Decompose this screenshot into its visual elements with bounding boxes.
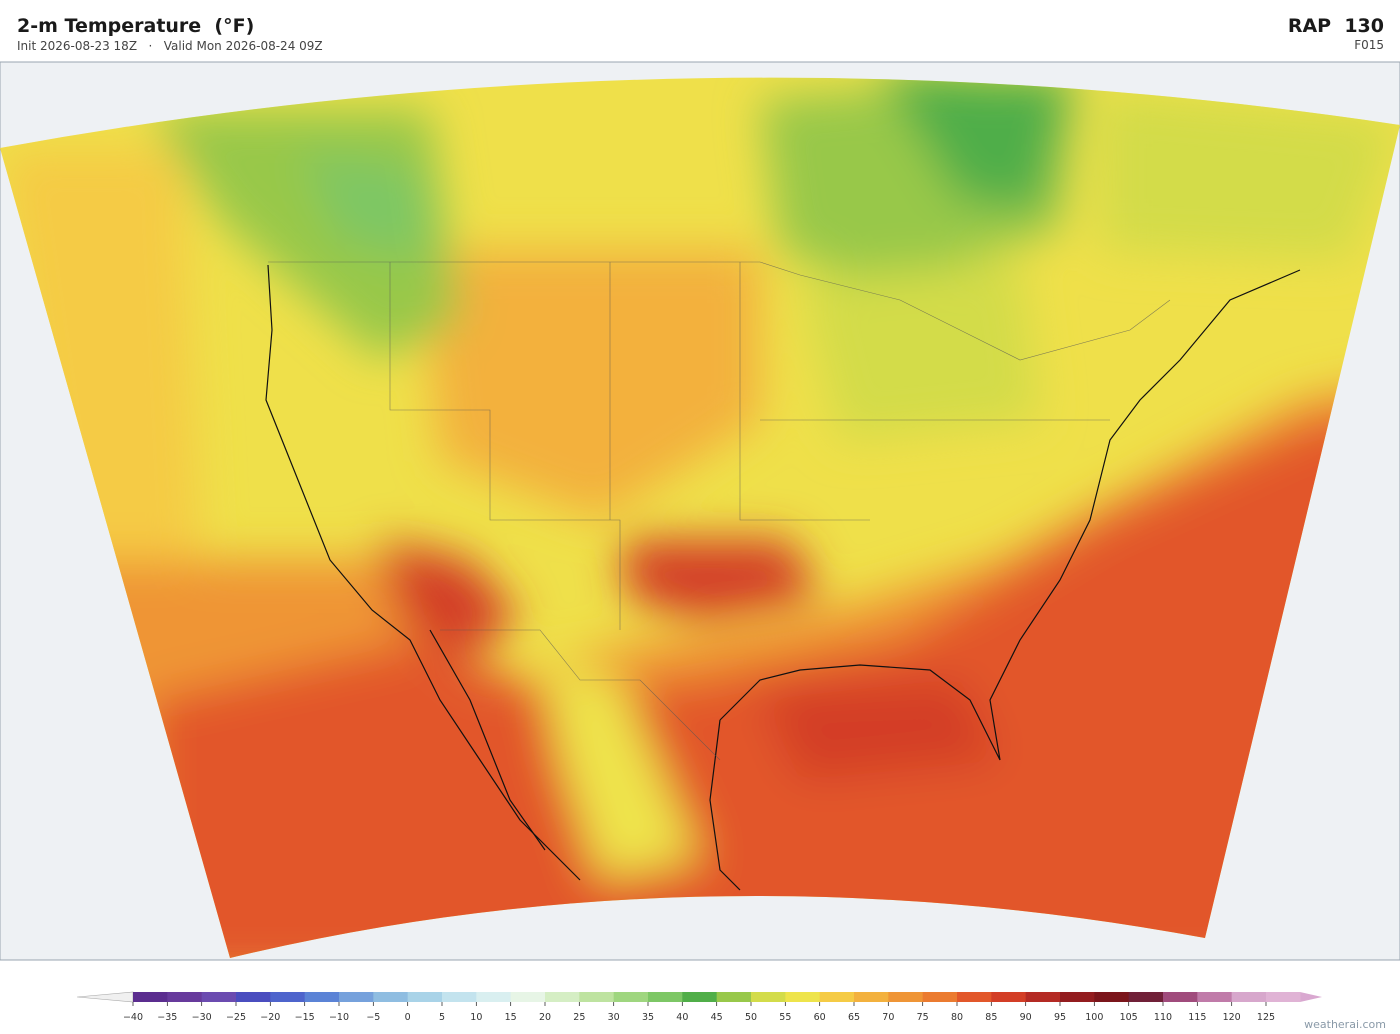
colorbar-tick-label: 115 [1188,1012,1206,1023]
colorbar-segment [613,992,649,1002]
colorbar-tick-label: 40 [676,1012,688,1023]
colorbar-tick-label: 90 [1020,1012,1032,1023]
colorbar-segment [1231,992,1267,1002]
colorbar-segment [785,992,821,1002]
colorbar-tick-label: 125 [1257,1012,1275,1023]
colorbar-tick-label: 120 [1223,1012,1241,1023]
colorbar-segment [682,992,718,1002]
colorbar-segment [476,992,512,1002]
colorbar-tick-label: −15 [295,1012,315,1023]
colorbar-tick-label: 20 [539,1012,551,1023]
colorbar-segment [1025,992,1061,1002]
colorbar-segment [1266,992,1301,1002]
colorbar-tick-label: 45 [711,1012,723,1023]
colorbar-segment [922,992,958,1002]
colorbar-tick-label: 10 [470,1012,482,1023]
colorbar-segment [545,992,580,1002]
colorbar-segment [304,992,340,1002]
title: 2-m Temperature (°F) [17,15,255,37]
colorbar-segment [442,992,477,1002]
colorbar-tick-label: 105 [1120,1012,1138,1023]
colorbar-tick-label: 100 [1085,1012,1103,1023]
colorbar-tick-label: −10 [329,1012,349,1023]
colorbar-segment [957,992,992,1002]
colorbar-tick-label: 35 [642,1012,654,1023]
colorbar-tick-label: 55 [779,1012,791,1023]
colorbar-segment [339,992,374,1002]
colorbar-tick-label: 25 [573,1012,585,1023]
colorbar-tick-label: −25 [226,1012,246,1023]
colorbar-tick-label: −35 [157,1012,177,1023]
colorbar-tick-label: 85 [985,1012,997,1023]
colorbar-segment [407,992,443,1002]
colorbar-tick-label: 0 [405,1012,411,1023]
colorbar-segment [888,992,924,1002]
colorbar-tick-label: 70 [882,1012,894,1023]
colorbar-segment [167,992,203,1002]
colorbar-segment [1060,992,1095,1002]
colorbar-segment [201,992,237,1002]
colorbar-tick-label: 60 [814,1012,826,1023]
colorbar-segment [133,992,168,1002]
colorbar-segment [648,992,683,1002]
colorbar-tick-label: −40 [123,1012,143,1023]
colorbar-tick-label: 95 [1054,1012,1066,1023]
colorbar-segment [1163,992,1198,1002]
colorbar-segment [510,992,546,1002]
borders [268,261,1171,761]
colorbar-segment [751,992,786,1002]
colorbar-tick-label: 110 [1154,1012,1172,1023]
colorbar-tick-label: 15 [505,1012,517,1023]
colorbar-tick-label: 5 [439,1012,445,1023]
colorbar-segment [716,992,752,1002]
colorbar-segment [236,992,271,1002]
colorbar-segment [579,992,615,1002]
temperature-field [0,77,1400,959]
colorbar-segment [854,992,889,1002]
colorbar-tick-label: 75 [917,1012,929,1023]
colorbar-tick-label: 80 [951,1012,963,1023]
colorbar-tick-label: −30 [192,1012,212,1023]
colorbar-segment [991,992,1027,1002]
colorbar-tick-label: 65 [848,1012,860,1023]
colorbar: −40 −35 −30 −25 −20 −15 −10 −5 0 5 10 15 20 25 30 35 40 4… [76,991,1322,1023]
colorbar-segment [1197,992,1233,1002]
colorbar-over [1300,992,1322,1002]
colorbar-tick-label: 30 [608,1012,620,1023]
colorbar-tick-label: 50 [745,1012,757,1023]
colorbar-under [76,991,134,1003]
colorbar-segment [270,992,306,1002]
watermark: weatherai.com [1304,1018,1386,1031]
subtitle: Init 2026-08-23 18Z · Valid Mon 2026-08-… [17,39,323,53]
colorbar-segment [819,992,855,1002]
coastlines [265,264,1301,891]
forecast-hour: F015 [1354,38,1384,52]
colorbar-segment [1094,992,1130,1002]
colorbar-tick-label: −5 [366,1012,380,1023]
model-name: RAP 130 [1287,15,1384,37]
colorbar-segment [1128,992,1164,1002]
colorbar-tick-label: −20 [260,1012,280,1023]
colorbar-segment [373,992,409,1002]
